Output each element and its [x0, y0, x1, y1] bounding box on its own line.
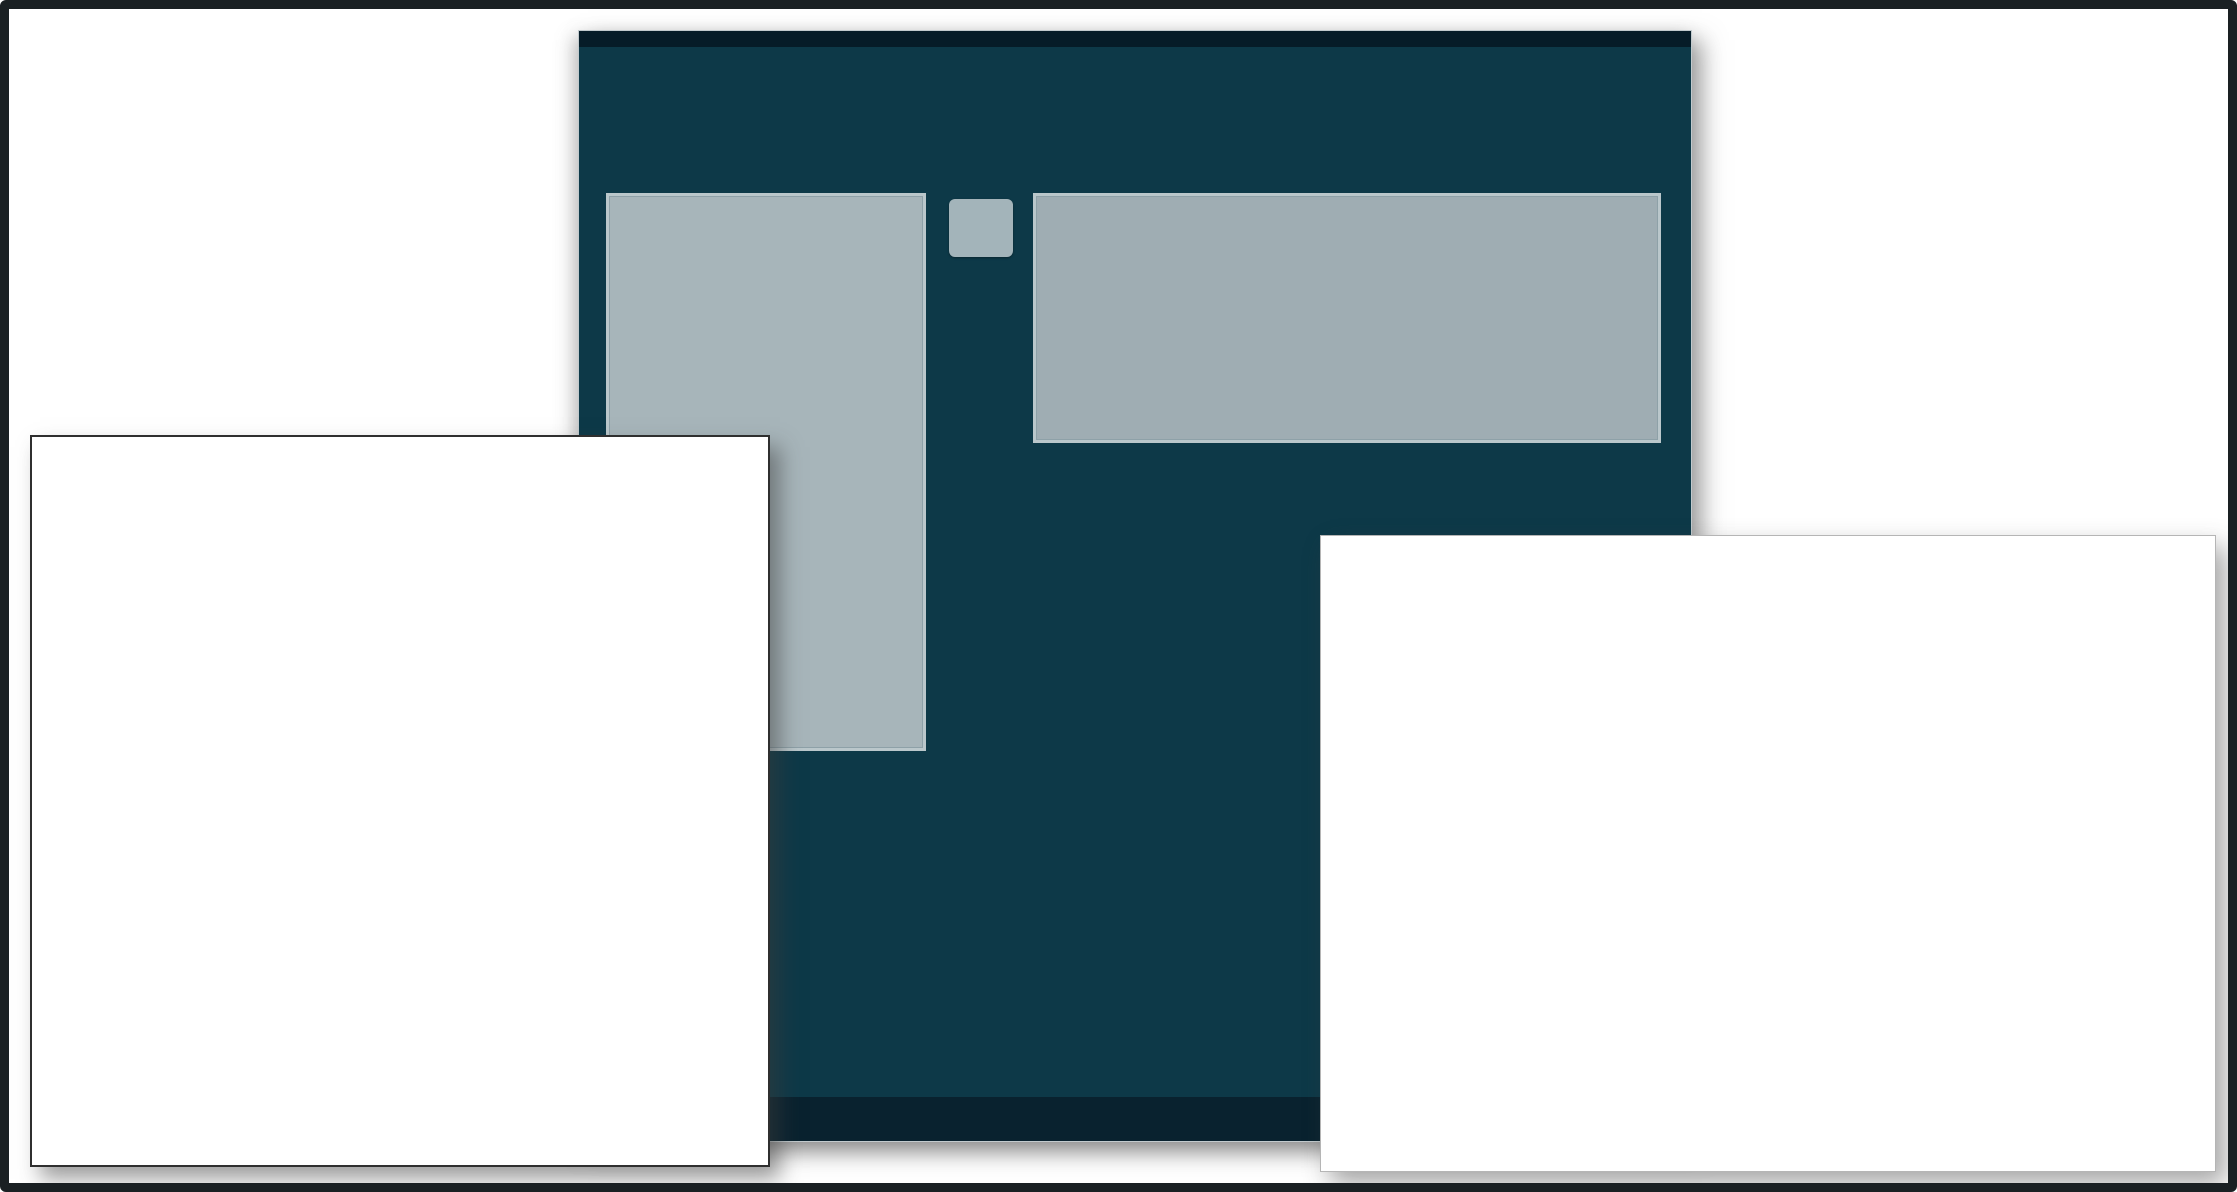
- normal-distribution-chart: [1321, 536, 2217, 1173]
- power-analysis-window: [30, 435, 770, 1167]
- dialog-top-strip: [579, 31, 1691, 47]
- selected-variables-list[interactable]: [1033, 193, 1661, 443]
- power-analysis-chart: [32, 437, 772, 1169]
- dialog-options-section: [967, 471, 1607, 499]
- target-variables-label: [1034, 159, 1038, 186]
- normal-distribution-window: [1320, 535, 2216, 1172]
- move-to-source-button[interactable]: [949, 199, 1013, 257]
